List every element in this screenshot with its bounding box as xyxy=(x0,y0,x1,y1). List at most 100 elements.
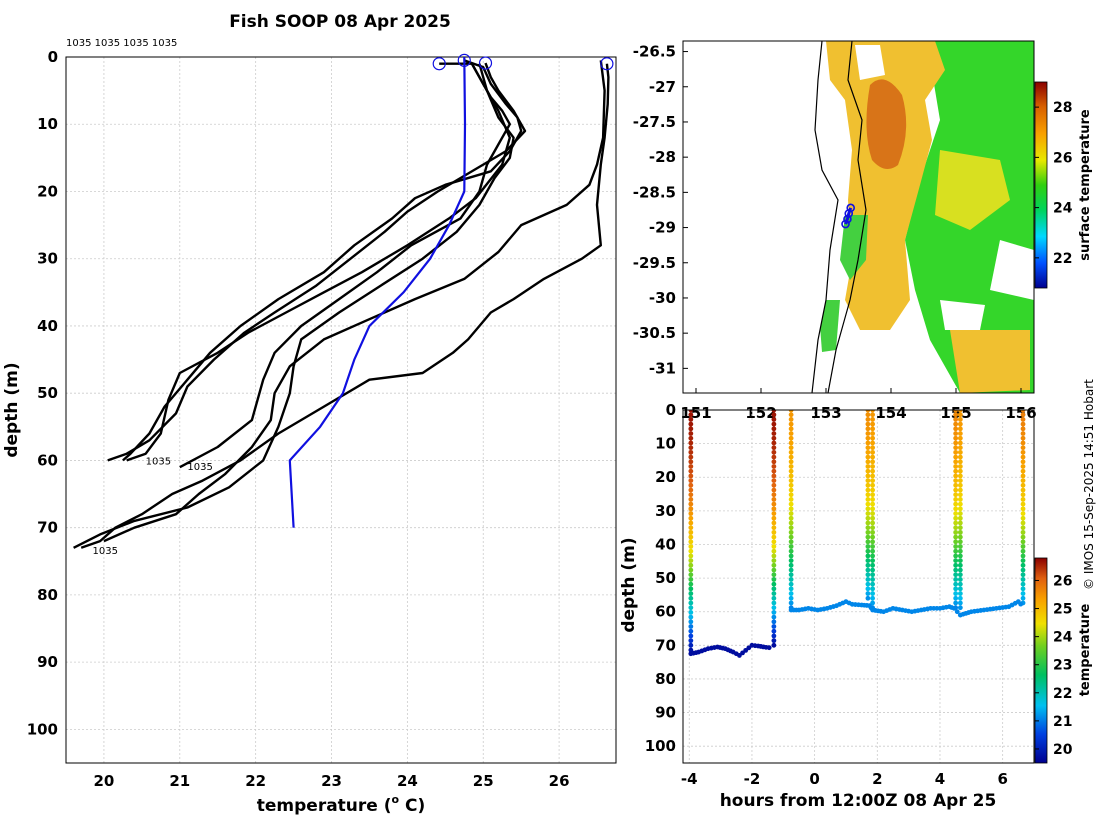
cast-sample-dot xyxy=(870,410,876,413)
cast-sample-dot xyxy=(953,581,959,587)
cast-sample-dot xyxy=(688,633,694,639)
cast-sample-dot xyxy=(688,581,694,587)
cast-sample-dot xyxy=(688,548,694,554)
mean-profile-line xyxy=(288,57,467,528)
cast-sample-dot xyxy=(771,459,777,465)
cast-sample-dot xyxy=(870,464,876,469)
cast-sample-dot xyxy=(771,591,777,596)
cast-sample-dot xyxy=(771,553,777,559)
cast-sample-dot xyxy=(788,410,794,413)
cast-sample-dot xyxy=(788,525,794,531)
cast-sample-dot xyxy=(865,515,871,521)
depth-time-ytick-label: 30 xyxy=(655,502,676,520)
cast-sample-dot xyxy=(870,539,876,545)
profiles-xlabel-degree: o xyxy=(392,793,400,806)
profiles-start-markers xyxy=(432,53,614,71)
cast-sample-dot xyxy=(957,581,963,587)
cast-sample-dot xyxy=(957,482,963,488)
cast-sample-dot xyxy=(788,591,794,596)
cast-sample-dot xyxy=(865,464,871,469)
figure-title: Fish SOOP 08 Apr 2025 xyxy=(229,12,451,32)
sst-cloud-gap-1 xyxy=(990,240,1034,300)
cast-sample-dot xyxy=(865,548,871,554)
profiles-ytick-label: 10 xyxy=(37,115,58,133)
cast-sample-dot xyxy=(1020,417,1026,422)
cast-sample-dot xyxy=(957,525,963,531)
sst-field xyxy=(683,41,1034,393)
profiles-series xyxy=(73,57,610,549)
sst-colorbar-tick-label: 26 xyxy=(1053,150,1072,166)
cast-sample-dot xyxy=(788,562,794,568)
cast-sample-dot xyxy=(1020,577,1026,582)
cast-sample-dot xyxy=(953,591,959,596)
cast-sample-dot xyxy=(771,497,777,502)
depth-time-ytick-label: 0 xyxy=(666,401,676,419)
cast-sample-dot xyxy=(870,591,876,596)
cast-sample-dot xyxy=(953,435,959,441)
cast-sample-dot xyxy=(788,539,794,545)
cast-sample-dot xyxy=(788,426,794,432)
cast-sample-dot xyxy=(957,506,963,512)
cast-sample-dot xyxy=(957,520,963,526)
cast-sample-dot xyxy=(771,581,777,587)
cast-sample-dot xyxy=(1020,421,1026,427)
cast-sample-dot xyxy=(957,539,963,545)
cast-sample-dot xyxy=(953,421,959,427)
temperature-colorbar-tick-label: 26 xyxy=(1053,573,1072,589)
cast-sample-dot xyxy=(865,586,871,592)
cast-sample-dot xyxy=(870,515,876,521)
depth-time-ytick-label: 60 xyxy=(655,603,676,621)
cast-sample-dot xyxy=(870,468,876,474)
profiles-xtick-label: 23 xyxy=(321,772,342,790)
cast-sample-dot xyxy=(870,487,876,493)
cast-sample-dot xyxy=(1020,435,1026,441)
cast-sample-dot xyxy=(870,506,876,512)
cast-sample-dot xyxy=(953,525,959,531)
profiles-xtick-label: 25 xyxy=(473,772,494,790)
cast-sample-dot xyxy=(870,412,876,418)
profiles-ytick-label: 30 xyxy=(37,250,58,268)
cast-sample-dot xyxy=(1020,558,1026,564)
ship-track xyxy=(841,203,856,229)
cast-sample-dot xyxy=(957,468,963,474)
cast-sample-dot xyxy=(788,529,794,535)
profiles-xlabel-unit: C) xyxy=(399,796,425,816)
cast-sample-dot xyxy=(771,624,777,629)
profiles-ytick-label: 40 xyxy=(37,317,58,335)
cast-sample-dot xyxy=(688,468,694,474)
cast-sample-dot xyxy=(957,591,963,596)
cast-sample-dot xyxy=(957,431,963,436)
cast-sample-dot xyxy=(788,497,794,502)
cast-sample-dot xyxy=(953,539,959,545)
cast-sample-dot xyxy=(957,577,963,582)
cast-sample-dot xyxy=(870,553,876,559)
cast-sample-dot xyxy=(688,473,694,479)
cast-sample-dot xyxy=(865,501,871,507)
cast-sample-dot xyxy=(865,468,871,474)
depth-time-ytick-label: 100 xyxy=(645,737,676,755)
cast-sample-dot xyxy=(1020,553,1026,559)
temperature-colorbar-tick-label: 20 xyxy=(1053,742,1073,758)
cast-sample-dot xyxy=(788,482,794,488)
cast-sample-dot xyxy=(788,511,794,516)
cast-sample-dot xyxy=(870,501,876,507)
cast-sample-dot xyxy=(771,600,777,606)
cast-sample-dot xyxy=(1020,529,1026,535)
cast-sample-dot xyxy=(953,445,959,451)
sst-warm-eddy xyxy=(866,79,907,169)
cast-sample-dot xyxy=(957,586,963,592)
cast-sample-dot xyxy=(870,572,876,578)
profile-id-annotation: 1035 xyxy=(187,462,212,473)
cast-sample-dot xyxy=(1020,520,1026,526)
profiles-ytick-label: 0 xyxy=(48,48,58,66)
cast-sample-dot xyxy=(953,501,959,507)
depth-time-axes-frame xyxy=(682,409,1035,764)
cast-sample-dot xyxy=(688,482,694,488)
cast-sample-dot xyxy=(957,445,963,451)
cast-sample-dot xyxy=(688,591,694,596)
cast-sample-dot xyxy=(957,515,963,521)
depth-time-xtick-label: 4 xyxy=(935,770,945,788)
cast-sample-dot xyxy=(1020,426,1026,432)
cast-sample-dot xyxy=(688,431,694,436)
cast-sample-dot xyxy=(688,445,694,451)
